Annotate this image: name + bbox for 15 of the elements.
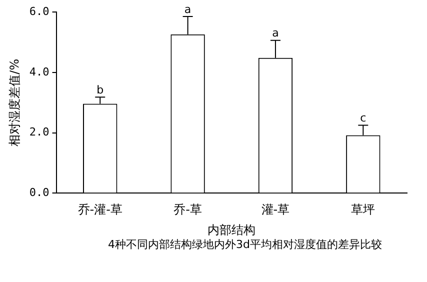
x-tick-label: 灌-草	[261, 202, 290, 217]
y-tick-label: 2.0	[29, 126, 50, 139]
y-tick-label: 0.0	[29, 186, 50, 200]
y-tick-label: 4.0	[29, 65, 50, 78]
annotation: b	[96, 84, 104, 97]
annotation: a	[184, 2, 192, 16]
y-tick-label: 6.0	[29, 4, 50, 18]
x-axis-title: 内部结构	[208, 222, 256, 237]
y-axis-title: 相对湿度差值/%	[7, 58, 22, 146]
x-tick-label: 草坪	[351, 202, 376, 217]
x-tick-label: 乔-草	[174, 202, 202, 217]
x-tick-label: 乔-灌-草	[78, 202, 122, 217]
annotation: a	[272, 26, 279, 40]
text: 4种不同内部结构绿地内外3d平均相对湿度值的差异比较	[108, 238, 382, 251]
annotation: c	[360, 112, 366, 125]
